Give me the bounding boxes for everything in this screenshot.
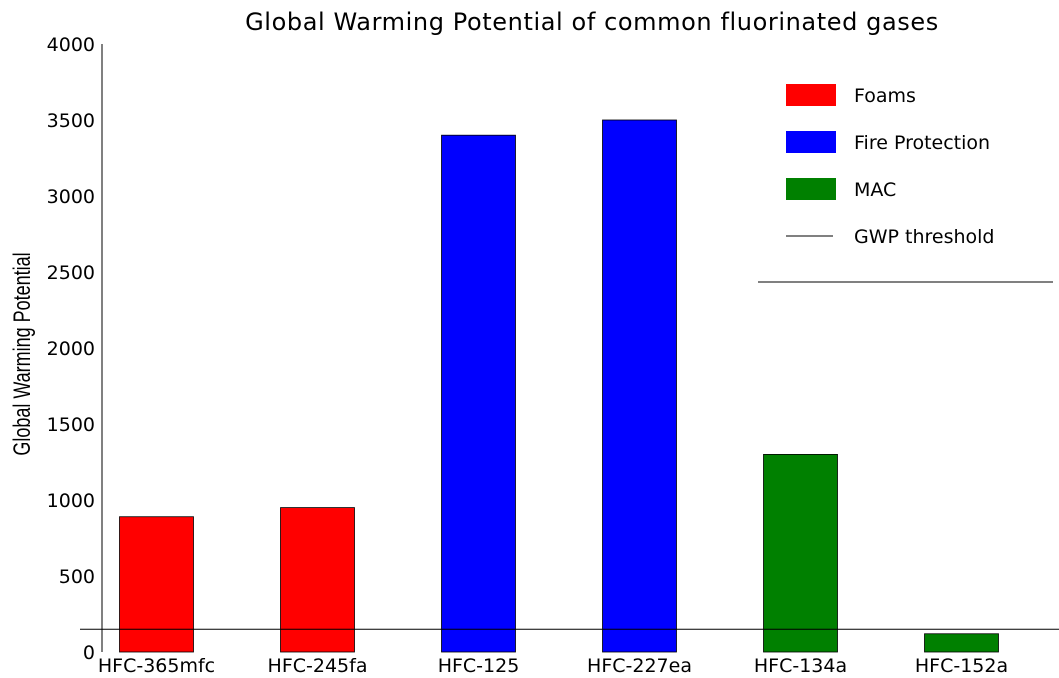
- legend-swatch: [786, 84, 836, 106]
- y-tick-label: 2000: [47, 338, 95, 360]
- bar-hfc-134a: [763, 453, 838, 653]
- legend-label: GWP threshold: [854, 226, 995, 248]
- y-tick-labels: 0 500 1000 1500 2000 2500 3000 3500 4000: [47, 34, 95, 664]
- legend-label: Foams: [854, 85, 916, 107]
- legend-label: Fire Protection: [854, 132, 990, 154]
- y-tick-label: 0: [83, 642, 95, 664]
- bar-hfc-152a: [924, 633, 999, 653]
- x-tick-label: HFC-245fa: [268, 655, 368, 677]
- bar-hfc-125: [441, 134, 516, 653]
- bar-hfc-245fa: [280, 507, 355, 653]
- legend-swatch: [786, 131, 836, 153]
- x-tick-label: HFC-134a: [754, 655, 847, 677]
- x-tick-label: HFC-365mfc: [98, 655, 215, 677]
- y-tick-label: 3500: [47, 110, 95, 132]
- y-axis-label: Global Warming Potential: [10, 252, 36, 455]
- x-tick-label: HFC-227ea: [587, 655, 692, 677]
- legend-swatch: [786, 178, 836, 200]
- chart-title: Global Warming Potential of common fluor…: [245, 8, 939, 36]
- x-tick-labels: HFC-365mfc HFC-245fa HFC-125 HFC-227ea HFC-1…: [98, 655, 1008, 677]
- x-tick-label: HFC-152a: [915, 655, 1008, 677]
- legend-label: MAC: [854, 179, 896, 201]
- y-tick-label: 4000: [47, 34, 95, 56]
- legend: Foams Fire Protection MAC GWP threshold: [786, 84, 995, 248]
- x-tick-label: HFC-125: [438, 655, 520, 677]
- y-tick-label: 1000: [47, 490, 95, 512]
- bar-hfc-227ea: [602, 119, 677, 653]
- bars: [119, 119, 999, 653]
- y-tick-label: 2500: [47, 262, 95, 284]
- y-tick-label: 3000: [47, 186, 95, 208]
- y-tick-label: 500: [59, 566, 95, 588]
- y-tick-label: 1500: [47, 414, 95, 436]
- bar-hfc-365mfc: [119, 516, 194, 653]
